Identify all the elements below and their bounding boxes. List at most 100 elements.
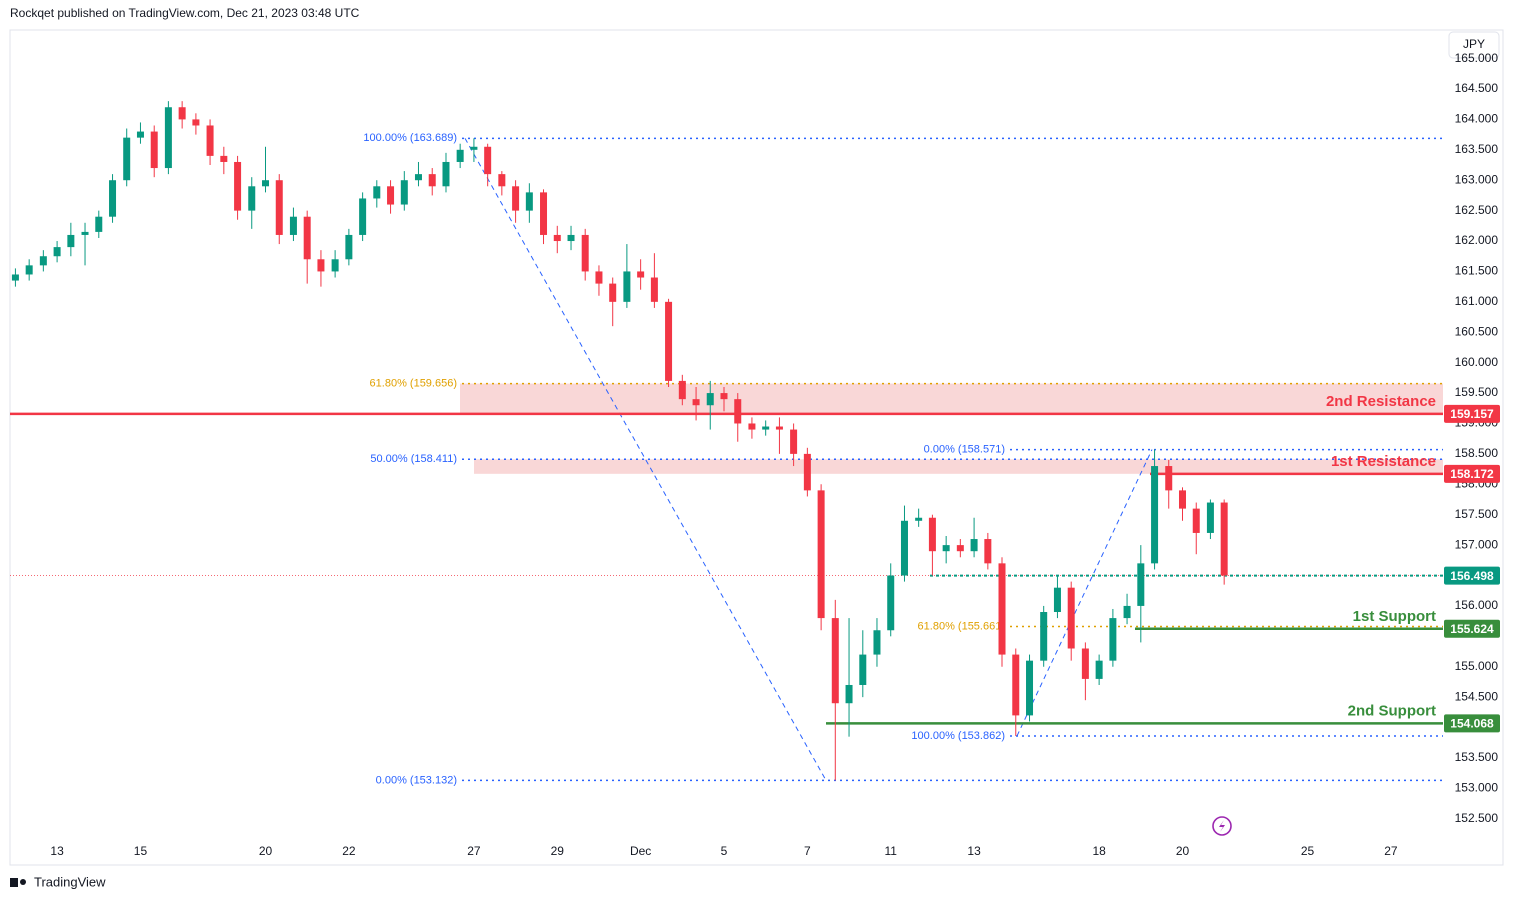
candle-body [123,137,131,181]
candle-body [1123,605,1131,619]
candle-body [178,107,186,120]
candle-body [512,186,520,211]
candle-body [95,216,103,232]
candle-body [25,265,33,275]
x-tick-label: 20 [259,844,273,858]
candle-body [1067,587,1075,649]
candle-body [192,119,200,126]
candle-body [553,234,561,242]
price-tag-label: 155.624 [1450,622,1494,636]
level-label: 1st Resistance [1331,453,1436,470]
candle-body [817,490,825,619]
candle-body [998,563,1006,655]
candle-body [665,301,673,381]
candle-body [873,630,881,655]
currency: JPY [1463,37,1485,51]
price-tag-label: 159.157 [1450,407,1494,421]
y-tick-label: 157.500 [1455,507,1499,521]
candle-body [206,125,214,156]
candle-body [387,186,395,205]
x-tick-label: 5 [721,844,728,858]
candle-body [623,271,631,302]
price-tag-label: 158.172 [1450,467,1494,481]
x-tick-label: 27 [1384,844,1398,858]
candle-body [1192,508,1200,533]
x-tick-label: 27 [467,844,481,858]
candle-body [1026,660,1034,716]
y-tick-label: 159.500 [1455,385,1499,399]
x-tick-label: 18 [1092,844,1106,858]
candle-body [748,423,756,430]
level-label: 1st Support [1353,608,1436,625]
candle-body [39,256,47,266]
x-tick-label: 7 [804,844,811,858]
y-tick-label: 157.000 [1455,537,1499,551]
y-tick-label: 163.500 [1455,142,1499,156]
candle-body [1040,612,1048,661]
candle-body [109,180,117,217]
lightning-icon[interactable] [1212,816,1232,836]
y-tick-label: 161.500 [1455,264,1499,278]
candle-body [678,380,686,400]
x-tick-label: 11 [884,844,897,858]
candle-body [1012,654,1020,716]
brand: TradingView [34,874,106,889]
x-tick-label: 15 [134,844,148,858]
candle-body [831,618,839,704]
candle-body [248,186,256,211]
y-tick-label: 162.500 [1455,203,1499,217]
candle-body [650,277,658,302]
candle-body [234,161,242,211]
y-tick-label: 152.500 [1455,811,1499,825]
candle-body [289,216,297,235]
publish-info: Rockqet published on TradingView.com, De… [10,6,360,20]
candle-body [595,271,603,284]
candle-body [373,186,381,199]
candle-body [956,545,964,552]
candle-body [1109,618,1117,661]
candle-body [1151,466,1159,564]
level-label: 2nd Support [1348,702,1436,719]
y-tick-label: 153.000 [1455,781,1499,795]
y-tick-label: 160.000 [1455,355,1499,369]
fib-label: 61.80% (159.656) [370,377,457,389]
currency-box[interactable] [1448,31,1500,59]
candle-body [790,429,798,454]
candle-body [887,575,895,631]
candle-body [275,180,283,235]
candle-body [637,271,645,278]
fib-label: 0.00% (153.132) [376,774,457,786]
y-tick-label: 162.000 [1455,233,1499,247]
zone [474,459,1443,474]
candle-body [859,654,867,685]
candle-body [470,146,478,150]
y-tick-label: 165.000 [1455,51,1499,65]
fib-label: 100.00% (153.862) [911,730,1005,742]
fib-trend [464,138,827,781]
candle-body [428,174,436,187]
candle-body [1206,502,1214,533]
chart-frame [9,29,1504,866]
y-tick-label: 164.000 [1455,112,1499,126]
candle-body [498,174,506,187]
y-tick-label: 164.500 [1455,81,1499,95]
candle-body [220,155,228,162]
price-tag-label: 154.068 [1450,717,1494,731]
candle-body [845,684,853,704]
candle-body [400,180,408,205]
x-tick-label: 13 [967,844,981,858]
candle-body [359,198,367,235]
candle-body [345,234,353,260]
candle-body [1137,563,1145,606]
candle-body [456,149,464,162]
candle-body [942,545,950,552]
candle-body [262,180,270,187]
price-tag [1444,464,1500,483]
fib-label: 100.00% (163.689) [363,132,457,144]
candle-body [762,426,770,430]
x-tick-label: 29 [551,844,565,858]
candle-body [915,517,923,521]
candle-body [706,393,714,406]
candle-body [720,393,728,400]
